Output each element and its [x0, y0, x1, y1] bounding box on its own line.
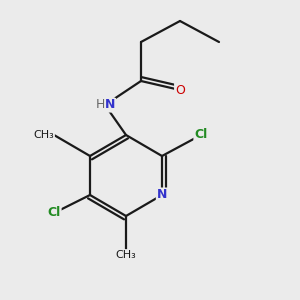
Text: H: H [96, 98, 105, 112]
Text: Cl: Cl [47, 206, 61, 220]
Text: N: N [157, 188, 167, 202]
Text: CH₃: CH₃ [33, 130, 54, 140]
Text: CH₃: CH₃ [116, 250, 136, 260]
Text: N: N [105, 98, 116, 112]
Text: H: H [96, 98, 105, 112]
Text: N: N [105, 98, 114, 112]
Text: Cl: Cl [194, 128, 208, 142]
Text: O: O [175, 83, 185, 97]
